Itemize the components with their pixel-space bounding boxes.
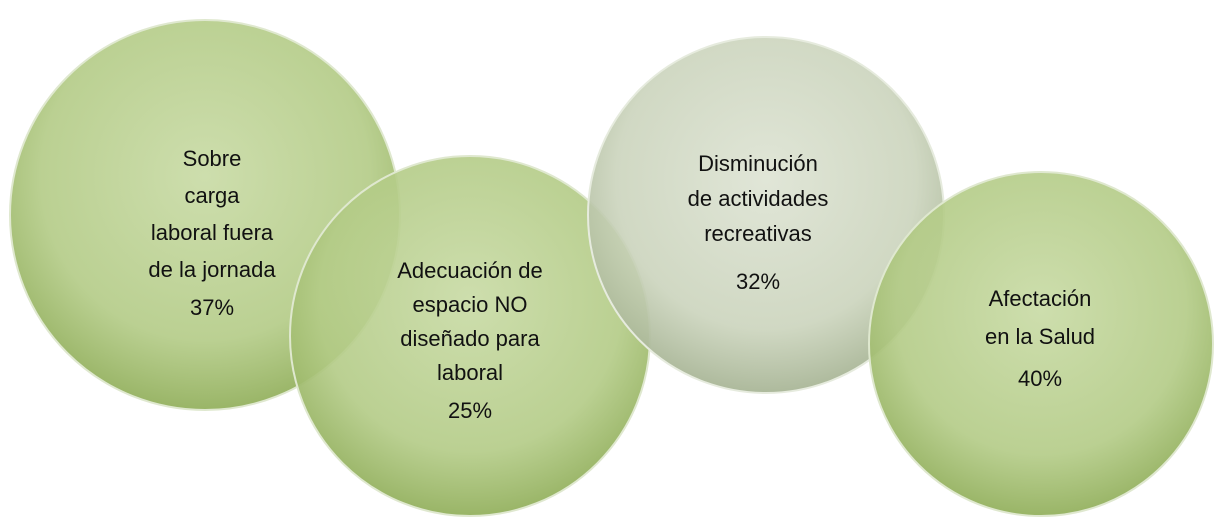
node-label: diseñado para [400, 326, 540, 351]
circle [868, 171, 1214, 517]
node-label: de la jornada [148, 257, 276, 282]
circles [9, 19, 1214, 517]
node-label: recreativas [704, 221, 812, 246]
node-label: Disminución [698, 151, 818, 176]
node-percent: 25% [448, 398, 492, 423]
node-percent: 40% [1018, 366, 1062, 391]
node-label: laboral [437, 360, 503, 385]
node-percent: 37% [190, 295, 234, 320]
node-label: Adecuación de [397, 258, 543, 283]
node-label: Sobre [183, 146, 242, 171]
node-label: de actividades [688, 186, 829, 211]
node-percent: 32% [736, 269, 780, 294]
node-label: en la Salud [985, 324, 1095, 349]
node-label: carga [184, 183, 240, 208]
labels: Sobre carga laboral fuera de la jornada 37% A… [148, 146, 1095, 423]
node-label: laboral fuera [151, 220, 274, 245]
node-label: Afectación [989, 286, 1092, 311]
node-label: espacio NO [413, 292, 528, 317]
